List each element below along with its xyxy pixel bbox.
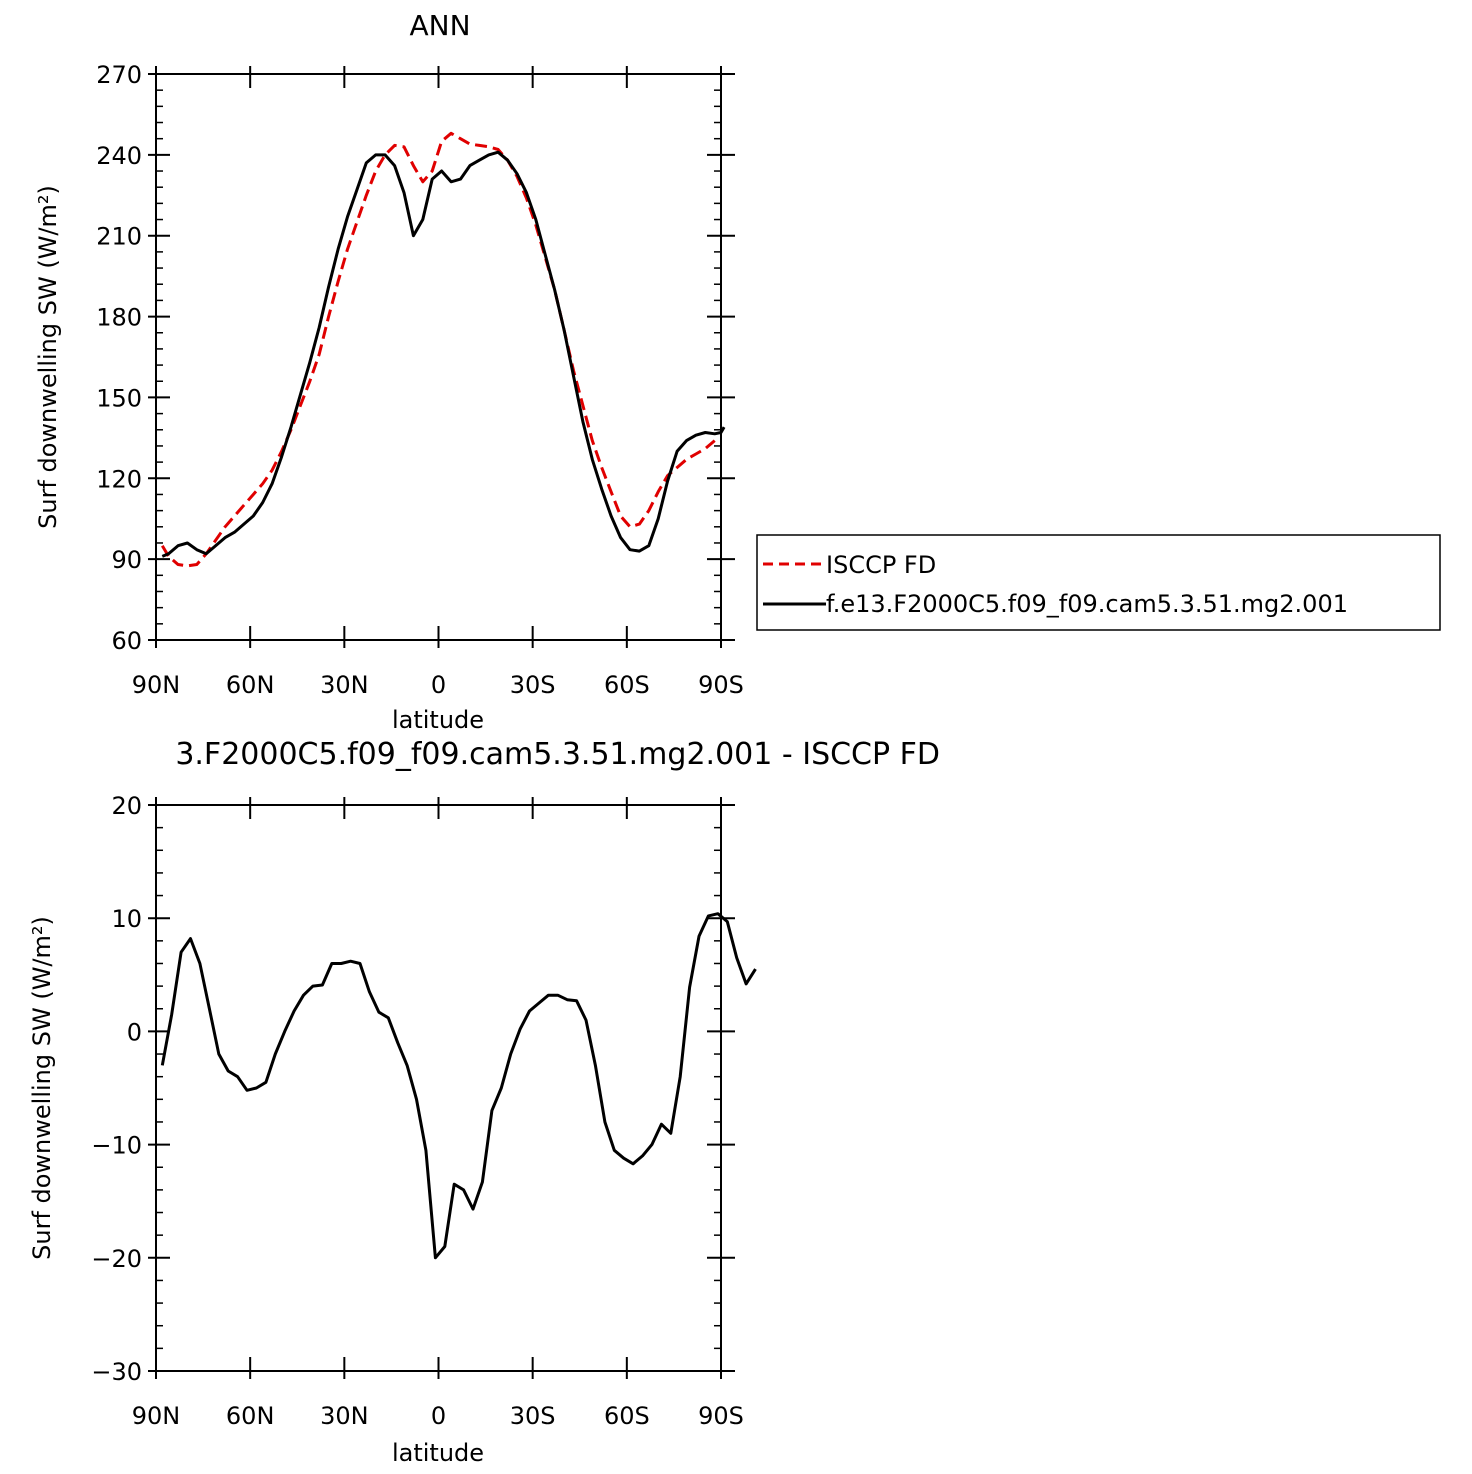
y-tick-label: 0: [127, 1018, 142, 1046]
bottom-plot-frame: [155, 804, 722, 1372]
bottom-x-ticks: 90N 60N 30N 0 30S 60S 90S: [132, 797, 744, 1430]
top-chart-title: ANN: [409, 9, 470, 42]
top-series-group: [161, 131, 726, 568]
top-plot-frame: [155, 73, 722, 641]
y-tick-label: −20: [91, 1245, 142, 1273]
x-tick-label: 90S: [698, 1402, 744, 1430]
y-tick-label: −30: [91, 1358, 142, 1386]
x-tick-label: 60N: [226, 671, 275, 699]
series-line-1: [160, 912, 757, 1260]
top-y-ticks: 60 90 120 150 180 210 240 270: [96, 61, 735, 655]
y-tick-label: 210: [96, 223, 142, 251]
y-tick-label: 180: [96, 304, 142, 332]
y-tick-label: 150: [96, 384, 142, 412]
x-tick-label: 30S: [510, 1402, 556, 1430]
x-tick-label: 60S: [604, 1402, 650, 1430]
top-x-ticks: 90N 60N 30N 0 30S 60S 90S: [132, 66, 744, 699]
series-line-1: [161, 131, 716, 568]
y-tick-label: 270: [96, 61, 142, 89]
x-tick-label: 90N: [132, 671, 181, 699]
x-tick-label: 90S: [698, 671, 744, 699]
series-line-2: [161, 150, 726, 558]
y-tick-label: 20: [111, 792, 142, 820]
x-tick-label: 90N: [132, 1402, 181, 1430]
top-panel: ANN 60 90 120 150 180 210 240 270 90N 60N 30N 0 30S…: [34, 9, 1441, 734]
x-tick-label: 30S: [510, 671, 556, 699]
x-tick-label: 0: [431, 1402, 446, 1430]
top-y-axis-label: Surf downwelling SW (W/m²): [34, 185, 62, 529]
y-tick-label: 120: [96, 465, 142, 493]
x-tick-label: 30N: [320, 1402, 369, 1430]
bottom-chart-title: 3.F2000C5.f09_f09.cam5.3.51.mg2.001 - IS…: [175, 737, 940, 772]
y-tick-label: 10: [111, 905, 142, 933]
legend-label-model: f.e13.F2000C5.f09_f09.cam5.3.51.mg2.001: [826, 590, 1348, 618]
legend-label-isccp: ISCCP FD: [826, 551, 936, 579]
legend: ISCCP FD f.e13.F2000C5.f09_f09.cam5.3.51…: [756, 534, 1441, 631]
bottom-x-axis-label: latitude: [392, 1439, 484, 1467]
y-tick-label: 240: [96, 142, 142, 170]
y-tick-label: 60: [111, 627, 142, 655]
bottom-y-ticks: −30 −20 −10 0 10 20: [91, 792, 735, 1386]
bottom-y-axis-label: Surf downwelling SW (W/m²): [28, 916, 56, 1260]
x-tick-label: 60S: [604, 671, 650, 699]
top-x-axis-label: latitude: [392, 706, 484, 734]
bottom-series-group: [160, 912, 757, 1260]
x-tick-label: 30N: [320, 671, 369, 699]
bottom-panel: 3.F2000C5.f09_f09.cam5.3.51.mg2.001 - IS…: [28, 737, 940, 1467]
y-tick-label: −10: [91, 1132, 142, 1160]
x-tick-label: 0: [431, 671, 446, 699]
y-tick-label: 90: [111, 546, 142, 574]
x-tick-label: 60N: [226, 1402, 275, 1430]
legend-box: [756, 534, 1441, 631]
